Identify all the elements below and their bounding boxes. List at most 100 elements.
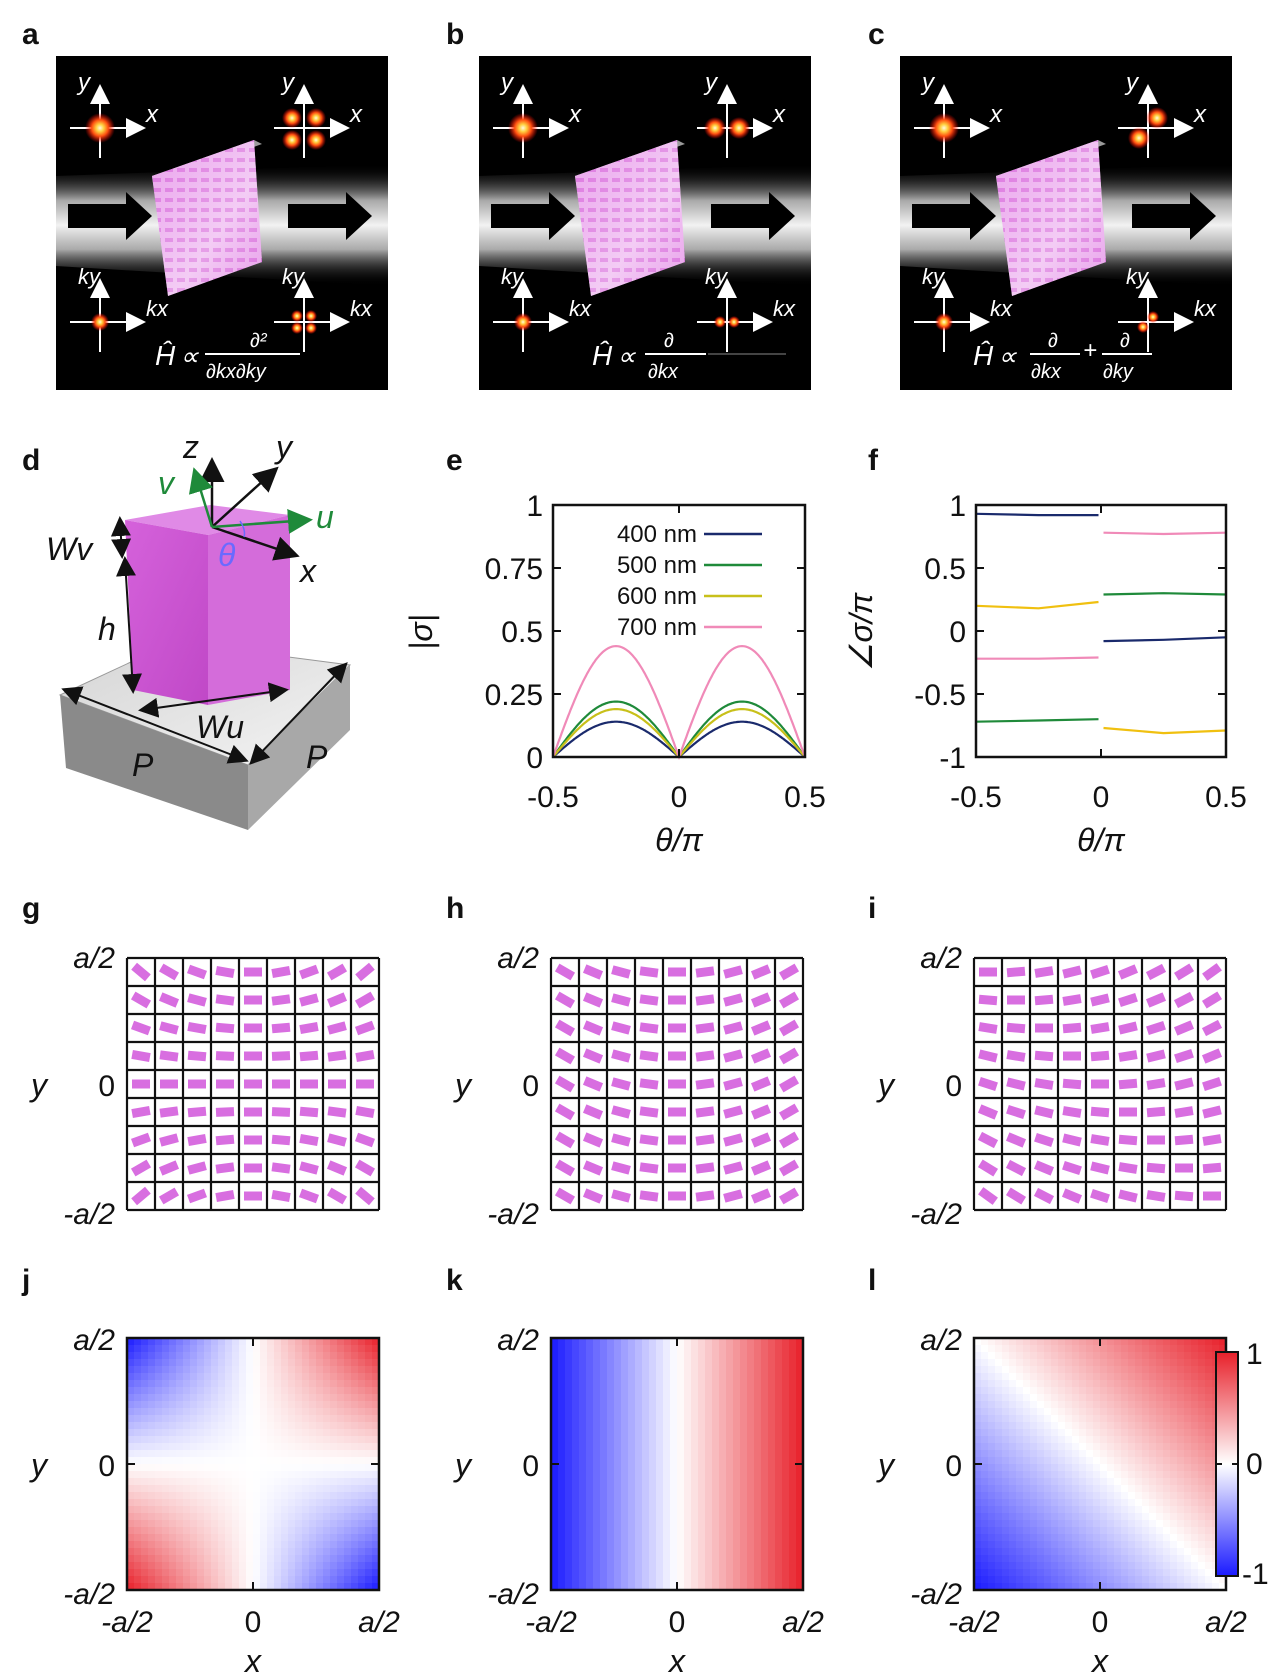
heat-cell xyxy=(988,1352,996,1360)
heat-cell xyxy=(337,1359,345,1367)
x-tick-label: a/2 xyxy=(782,1606,824,1639)
nanopillar xyxy=(778,1131,800,1149)
heat-cell xyxy=(988,1478,996,1486)
heat-cell xyxy=(309,1373,317,1381)
heat-cell xyxy=(719,1520,727,1528)
heat-cell xyxy=(211,1429,219,1437)
heat-cell xyxy=(635,1373,643,1381)
heat-cell xyxy=(705,1555,713,1563)
heat-cell xyxy=(796,1394,804,1402)
heat-cell xyxy=(162,1366,170,1374)
heat-cell xyxy=(1149,1569,1157,1577)
heat-cell xyxy=(330,1338,338,1346)
heat-cell xyxy=(621,1443,629,1451)
heat-cell xyxy=(169,1359,177,1367)
heat-cell xyxy=(204,1513,212,1521)
heat-cell xyxy=(204,1415,212,1423)
heat-cell xyxy=(579,1387,587,1395)
heat-cell xyxy=(218,1429,226,1437)
heat-cell xyxy=(351,1548,359,1556)
heat-cell xyxy=(169,1541,177,1549)
heat-cell xyxy=(1058,1548,1066,1556)
heat-cell xyxy=(246,1520,254,1528)
heat-cell xyxy=(1058,1562,1066,1570)
nanopillar xyxy=(1006,1077,1026,1091)
heat-cell xyxy=(155,1338,163,1346)
heat-cell xyxy=(761,1562,769,1570)
heat-cell xyxy=(740,1373,748,1381)
heat-cell xyxy=(579,1499,587,1507)
heat-cell xyxy=(1205,1345,1213,1353)
heat-cell xyxy=(747,1401,755,1409)
heat-cell xyxy=(1114,1394,1122,1402)
heat-cell xyxy=(614,1380,622,1388)
heat-cell xyxy=(1009,1359,1017,1367)
heat-cell xyxy=(302,1499,310,1507)
heat-cell xyxy=(1184,1541,1192,1549)
heat-cell xyxy=(621,1373,629,1381)
heat-cell xyxy=(1198,1359,1206,1367)
heat-cell xyxy=(337,1576,345,1584)
heat-cell xyxy=(719,1345,727,1353)
heat-cell xyxy=(358,1443,366,1451)
heat-cell xyxy=(1149,1520,1157,1528)
nanopillar xyxy=(723,1049,743,1063)
heat-cell xyxy=(281,1485,289,1493)
heat-cell xyxy=(176,1513,184,1521)
heat-cell xyxy=(190,1373,198,1381)
heat-cell xyxy=(197,1499,205,1507)
u-axis xyxy=(211,508,313,534)
heat-cell xyxy=(1072,1492,1080,1500)
y-axis-label: y xyxy=(29,1067,49,1103)
heat-cell xyxy=(1205,1513,1213,1521)
heat-cell xyxy=(768,1485,776,1493)
heat-cell xyxy=(134,1562,142,1570)
heat-cell xyxy=(295,1499,303,1507)
heat-cell xyxy=(295,1422,303,1430)
heat-cell xyxy=(1170,1569,1178,1577)
heat-cell xyxy=(365,1380,373,1388)
heat-cell xyxy=(141,1527,149,1535)
heat-cell xyxy=(761,1415,769,1423)
heat-cell xyxy=(628,1394,636,1402)
heat-cell xyxy=(309,1485,317,1493)
heat-cell xyxy=(621,1408,629,1416)
heat-cell xyxy=(1009,1527,1017,1535)
heat-cell xyxy=(761,1338,769,1346)
nanopillar xyxy=(1146,1190,1166,1202)
nanopillar xyxy=(1006,1104,1026,1120)
heat-cell xyxy=(712,1401,720,1409)
heat-cell xyxy=(1121,1506,1129,1514)
heat-cell xyxy=(1177,1527,1185,1535)
heat-cell xyxy=(677,1345,685,1353)
heat-cell xyxy=(169,1548,177,1556)
heat-cell xyxy=(127,1583,135,1591)
heat-cell xyxy=(1023,1534,1031,1542)
heat-cell xyxy=(218,1408,226,1416)
heat-cell xyxy=(1100,1541,1108,1549)
heat-cell xyxy=(691,1345,699,1353)
heat-cell xyxy=(176,1534,184,1542)
heat-cell xyxy=(995,1436,1003,1444)
heat-cell xyxy=(1149,1471,1157,1479)
heat-cell xyxy=(1156,1387,1164,1395)
heat-cell xyxy=(302,1387,310,1395)
heat-cell xyxy=(246,1506,254,1514)
heat-cell xyxy=(323,1548,331,1556)
heat-cell xyxy=(1093,1485,1101,1493)
heat-cell xyxy=(684,1457,692,1465)
nanopillar xyxy=(1147,1135,1165,1145)
heat-cell xyxy=(1142,1366,1150,1374)
heat-cell xyxy=(656,1555,664,1563)
heat-cell xyxy=(1184,1457,1192,1465)
heat-cell xyxy=(1058,1464,1066,1472)
heat-cell xyxy=(1037,1408,1045,1416)
heat-cell xyxy=(1121,1534,1129,1542)
heat-cell xyxy=(677,1457,685,1465)
heat-cell xyxy=(365,1541,373,1549)
heat-cell xyxy=(579,1548,587,1556)
heat-cell xyxy=(239,1520,247,1528)
nanopillar xyxy=(215,966,235,978)
heat-cell xyxy=(656,1583,664,1591)
heat-cell xyxy=(183,1548,191,1556)
